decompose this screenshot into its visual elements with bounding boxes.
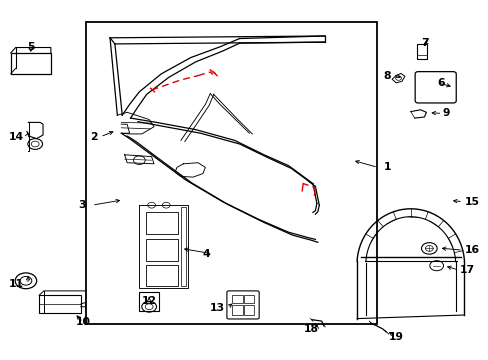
- Text: 16: 16: [464, 245, 479, 255]
- Text: 7: 7: [421, 38, 428, 48]
- Bar: [232, 295, 243, 303]
- Text: 14: 14: [8, 132, 23, 142]
- Text: 19: 19: [388, 332, 403, 342]
- Text: 4: 4: [202, 249, 210, 259]
- Text: 3: 3: [78, 200, 85, 210]
- Bar: [244, 305, 254, 315]
- Bar: [39, 295, 81, 313]
- Text: 11: 11: [8, 279, 23, 289]
- Text: 8: 8: [383, 71, 390, 81]
- Text: 10: 10: [76, 317, 90, 327]
- Bar: [145, 239, 177, 261]
- Bar: [244, 295, 254, 303]
- Bar: [145, 265, 177, 286]
- Text: 18: 18: [303, 324, 318, 334]
- Bar: [416, 44, 426, 59]
- Text: 1: 1: [383, 162, 390, 172]
- Text: 6: 6: [437, 78, 445, 88]
- Text: 2: 2: [90, 132, 98, 142]
- Bar: [11, 53, 51, 74]
- Bar: [85, 22, 376, 324]
- Text: 17: 17: [459, 265, 474, 275]
- Text: 5: 5: [27, 42, 35, 52]
- Text: 13: 13: [209, 303, 224, 313]
- Bar: [232, 305, 243, 315]
- Text: 9: 9: [442, 108, 449, 118]
- Bar: [181, 207, 185, 286]
- Text: 15: 15: [464, 197, 479, 207]
- Bar: [139, 292, 159, 311]
- Bar: [145, 212, 177, 234]
- Text: 12: 12: [142, 296, 156, 306]
